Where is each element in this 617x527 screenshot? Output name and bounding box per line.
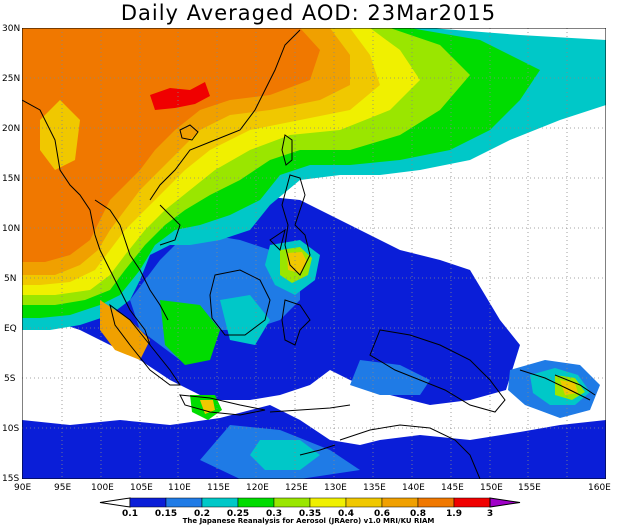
colorbar-swatch <box>417 497 455 508</box>
colorbar-arrow-low <box>99 497 131 508</box>
lon-tick: 140E <box>402 483 425 493</box>
lat-tick: 30N <box>2 24 20 34</box>
lon-tick: 95E <box>54 483 71 493</box>
colorbar-label: 0.25 <box>227 509 249 519</box>
colorbar-swatch <box>237 497 275 508</box>
lon-tick: 125E <box>285 483 308 493</box>
lat-tick: 25N <box>2 74 20 84</box>
lon-tick: 150E <box>480 483 503 493</box>
lon-tick: 130E <box>324 483 347 493</box>
lon-tick: 155E <box>518 483 541 493</box>
lat-tick: 20N <box>2 124 20 134</box>
colorbar-swatch <box>381 497 419 508</box>
coastlines <box>22 29 596 479</box>
colorbar-swatch <box>201 497 239 508</box>
lon-tick: 145E <box>441 483 464 493</box>
colorbar-swatch <box>165 497 203 508</box>
colorbar-label: 0.3 <box>266 509 282 519</box>
map-title: Daily Averaged AOD: 23Mar2015 <box>120 1 497 25</box>
colorbar-label: 0.4 <box>338 509 354 519</box>
lon-tick: 160E <box>588 483 611 493</box>
colorbar-label: 3 <box>487 509 493 519</box>
aod-field <box>22 28 606 479</box>
graticule <box>22 28 606 479</box>
lon-tick: 115E <box>207 483 230 493</box>
credit-text: The Japanese Reanalysis for Aerosol (JRA… <box>182 517 435 525</box>
colorbar: 0.1 0.15 0.2 0.25 0.3 0.35 0.4 0.6 0.8 1.9 3 <box>99 497 521 519</box>
colorbar-swatch <box>273 497 311 508</box>
colorbar-label: 0.6 <box>374 509 390 519</box>
colorbar-label: 0.2 <box>194 509 210 519</box>
lat-tick: 10S <box>2 424 19 434</box>
lat-tick: 5S <box>4 374 16 384</box>
colorbar-label: 0.1 <box>122 509 138 519</box>
aod-region-south-band <box>22 405 606 479</box>
colorbar-label: 1.9 <box>446 509 462 519</box>
lon-tick: 110E <box>168 483 191 493</box>
lat-tick: 15N <box>2 174 20 184</box>
lon-tick: 120E <box>246 483 269 493</box>
colorbar-label: 0.15 <box>155 509 177 519</box>
lat-axis: 30N 25N 20N 15N 10N 5N EQ 5S 10S 15S <box>2 24 20 484</box>
colorbar-label: 0.8 <box>410 509 426 519</box>
lon-axis: 90E 95E 100E 105E 110E 115E 120E 125E 13… <box>14 483 611 493</box>
colorbar-arrow-high <box>489 497 521 508</box>
lat-tick: 15S <box>2 474 19 484</box>
colorbar-swatch <box>309 497 347 508</box>
lon-tick: 100E <box>91 483 114 493</box>
lon-tick: 90E <box>14 483 31 493</box>
lat-tick: EQ <box>4 324 17 334</box>
aod-hotspot-red <box>150 82 210 110</box>
lon-tick: 135E <box>363 483 386 493</box>
lat-tick: 10N <box>2 224 20 234</box>
colorbar-label: 0.35 <box>299 509 321 519</box>
colorbar-swatch <box>453 497 491 508</box>
lat-tick: 5N <box>4 274 16 284</box>
colorbar-swatch <box>129 497 167 508</box>
colorbar-swatch <box>345 497 383 508</box>
lon-tick: 105E <box>130 483 153 493</box>
